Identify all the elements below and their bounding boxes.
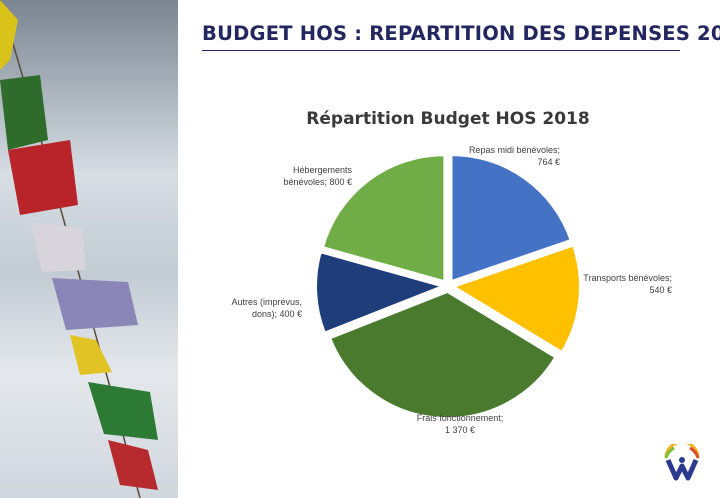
pie-chart: Répartition Budget HOS 2018 Repas midi b…	[231, 109, 672, 435]
chart-title: Répartition Budget HOS 2018	[306, 109, 589, 129]
slice-label: Frais fonctionnement; 1 370 €	[417, 413, 504, 435]
pie-slice	[321, 154, 446, 283]
pie-slice	[328, 290, 557, 419]
slide-title: BUDGET HOS : REPARTITION DES DEPENSES 20…	[202, 22, 720, 45]
slice-label: Hébergements bénévoles; 800 €	[283, 165, 352, 187]
pie-slice	[451, 244, 581, 354]
prayer-flags-photo	[0, 0, 178, 498]
slice-label: Autres (imprévus, dons); 400 €	[231, 297, 302, 319]
slice-label: Transports bénévoles; 540 €	[583, 273, 672, 295]
slice-label: Repas midi bénévoles; 764 €	[469, 145, 560, 167]
flag-string-decoration	[0, 0, 158, 498]
pie-slice	[315, 251, 446, 334]
pie-slice	[450, 154, 572, 283]
hos-logo	[664, 444, 700, 481]
title-divider	[202, 50, 680, 51]
